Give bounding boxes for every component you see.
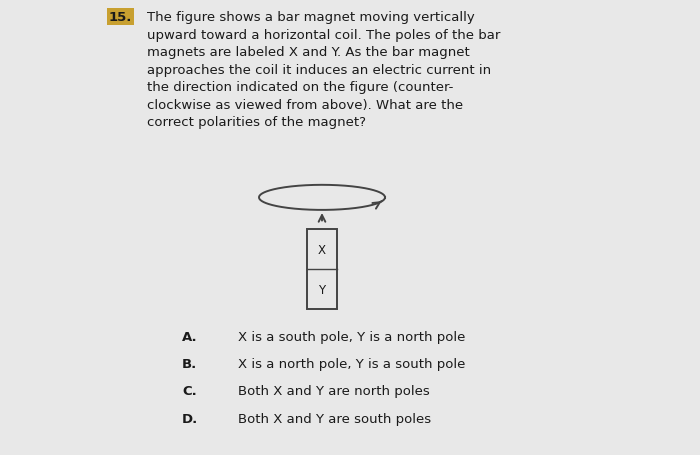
Text: X: X — [318, 243, 326, 256]
Text: The figure shows a bar magnet moving vertically
upward toward a horizontal coil.: The figure shows a bar magnet moving ver… — [147, 11, 500, 129]
Text: Both X and Y are north poles: Both X and Y are north poles — [238, 384, 430, 398]
Text: B.: B. — [182, 357, 197, 370]
Text: X is a north pole, Y is a south pole: X is a north pole, Y is a south pole — [238, 357, 466, 370]
Text: C.: C. — [182, 384, 197, 398]
Text: X is a south pole, Y is a north pole: X is a south pole, Y is a north pole — [238, 330, 466, 343]
Text: 15.: 15. — [108, 11, 132, 25]
Text: D.: D. — [182, 412, 198, 425]
Text: A.: A. — [182, 330, 197, 343]
Text: Both X and Y are south poles: Both X and Y are south poles — [238, 412, 431, 425]
Bar — [307, 230, 337, 309]
Text: Y: Y — [318, 283, 326, 296]
